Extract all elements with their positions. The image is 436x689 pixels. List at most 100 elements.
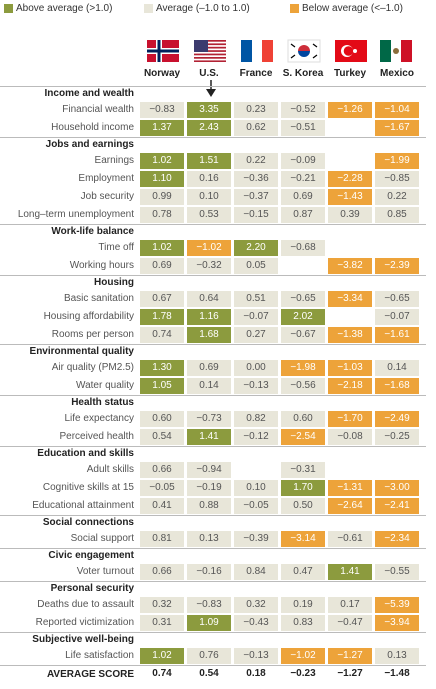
score-cell: 0.22 bbox=[375, 189, 419, 205]
score-cell: −0.13 bbox=[234, 648, 278, 664]
score-cell: 0.13 bbox=[187, 531, 231, 547]
score-cell: 1.78 bbox=[140, 309, 184, 325]
score-cell: 1.05 bbox=[140, 378, 184, 394]
section-rule bbox=[0, 665, 426, 666]
score-cell: −0.65 bbox=[375, 291, 419, 307]
score-cell: 0.84 bbox=[234, 564, 278, 580]
section-title: Social connections bbox=[42, 517, 134, 528]
legend-swatch bbox=[4, 4, 13, 13]
score-cell: 0.53 bbox=[187, 207, 231, 223]
average-score: −1.27 bbox=[337, 668, 363, 679]
score-cell: −0.07 bbox=[234, 309, 278, 325]
score-cell: −1.26 bbox=[328, 102, 372, 118]
section-title: Jobs and earnings bbox=[45, 139, 134, 150]
score-cell: −1.98 bbox=[281, 360, 325, 376]
score-cell: −3.00 bbox=[375, 480, 419, 496]
score-cell: 0.62 bbox=[234, 120, 278, 136]
average-score: 0.74 bbox=[152, 668, 172, 679]
score-cell: −1.02 bbox=[187, 240, 231, 256]
score-cell: −1.02 bbox=[281, 648, 325, 664]
score-cell: 3.35 bbox=[187, 102, 231, 118]
row-label: Time off bbox=[98, 242, 134, 253]
score-cell: −0.85 bbox=[375, 171, 419, 187]
score-cell: 0.69 bbox=[187, 360, 231, 376]
legend-text: Above average (>1.0) bbox=[16, 3, 113, 14]
score-cell: 0.13 bbox=[375, 648, 419, 664]
score-cell: −0.56 bbox=[281, 378, 325, 394]
score-cell: 1.70 bbox=[281, 480, 325, 496]
score-cell: 0.54 bbox=[140, 429, 184, 445]
score-cell: −2.39 bbox=[375, 258, 419, 274]
average-label: AVERAGE SCORE bbox=[46, 669, 134, 680]
score-cell: −0.15 bbox=[234, 207, 278, 223]
score-cell: −2.28 bbox=[328, 171, 372, 187]
score-cell: 2.43 bbox=[187, 120, 231, 136]
score-cell: 0.60 bbox=[281, 411, 325, 427]
row-label: Household income bbox=[51, 122, 134, 133]
empty-cell bbox=[328, 462, 372, 478]
score-cell: −1.99 bbox=[375, 153, 419, 169]
score-cell: 1.51 bbox=[187, 153, 231, 169]
country-name: U.S. bbox=[199, 68, 219, 79]
score-cell: −3.82 bbox=[328, 258, 372, 274]
row-label: Perceived health bbox=[59, 431, 135, 442]
score-cell: −2.41 bbox=[375, 498, 419, 514]
section-rule bbox=[0, 395, 426, 396]
empty-cell bbox=[375, 240, 419, 256]
legend-text: Average (–1.0 to 1.0) bbox=[156, 3, 250, 14]
score-cell: −1.68 bbox=[375, 378, 419, 394]
section-title: Income and wealth bbox=[44, 88, 134, 99]
score-cell: 1.41 bbox=[328, 564, 372, 580]
country-name: Turkey bbox=[333, 68, 367, 79]
score-cell: 0.69 bbox=[281, 189, 325, 205]
score-cell: −0.39 bbox=[234, 531, 278, 547]
score-cell: −0.37 bbox=[234, 189, 278, 205]
score-cell: 0.85 bbox=[375, 207, 419, 223]
section-rule bbox=[0, 581, 426, 582]
score-cell: 0.47 bbox=[281, 564, 325, 580]
section-rule bbox=[0, 446, 426, 447]
score-cell: −1.67 bbox=[375, 120, 419, 136]
flags bbox=[147, 39, 412, 97]
score-cell: 1.41 bbox=[187, 429, 231, 445]
score-cell: 0.67 bbox=[140, 291, 184, 307]
score-cell: −1.38 bbox=[328, 327, 372, 343]
score-cell: 1.10 bbox=[140, 171, 184, 187]
row-label: Deaths due to assault bbox=[37, 599, 134, 610]
country-name: Mexico bbox=[380, 68, 414, 79]
section-rule bbox=[0, 224, 426, 225]
row-label: Working hours bbox=[69, 260, 134, 271]
section-title: Subjective well-being bbox=[32, 634, 134, 645]
score-cell: 2.02 bbox=[281, 309, 325, 325]
average-score: −0.23 bbox=[290, 668, 316, 679]
score-cell: 0.60 bbox=[140, 411, 184, 427]
average-score: 0.18 bbox=[246, 668, 266, 679]
legend-text: Below average (<–1.0) bbox=[302, 3, 403, 14]
score-cell: −0.21 bbox=[281, 171, 325, 187]
row-label: Financial wealth bbox=[62, 104, 134, 115]
score-cell: −0.43 bbox=[234, 615, 278, 631]
score-cell: −0.05 bbox=[234, 498, 278, 514]
row-label: Reported victimization bbox=[35, 617, 134, 628]
empty-cell bbox=[281, 258, 325, 274]
score-cell: −0.68 bbox=[281, 240, 325, 256]
score-cell: −2.64 bbox=[328, 498, 372, 514]
empty-cell bbox=[328, 120, 372, 136]
score-cell: 0.05 bbox=[234, 258, 278, 274]
score-cell: 0.99 bbox=[140, 189, 184, 205]
score-cell: 0.74 bbox=[140, 327, 184, 343]
score-cell: 0.82 bbox=[234, 411, 278, 427]
score-cell: 0.10 bbox=[187, 189, 231, 205]
section-title: Work-life balance bbox=[51, 226, 134, 237]
row-label: Housing affordability bbox=[43, 311, 134, 322]
row-label: Educational attainment bbox=[32, 500, 134, 511]
score-cell: 0.64 bbox=[187, 291, 231, 307]
section-title: Health status bbox=[71, 397, 134, 408]
section-title: Civic engagement bbox=[48, 550, 134, 561]
score-cell: 0.83 bbox=[281, 615, 325, 631]
score-cell: −0.65 bbox=[281, 291, 325, 307]
row-label: Basic sanitation bbox=[63, 293, 134, 304]
section-rule bbox=[0, 548, 426, 549]
score-cell: −5.39 bbox=[375, 597, 419, 613]
